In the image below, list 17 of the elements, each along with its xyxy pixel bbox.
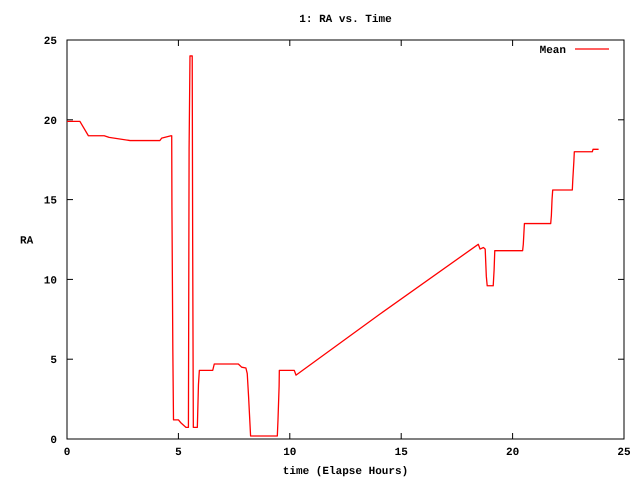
legend-label: Mean — [540, 45, 566, 57]
y-tick-label: 25 — [44, 36, 58, 48]
x-tick-label: 20 — [506, 447, 520, 459]
y-tick-label: 15 — [44, 196, 58, 208]
chart-title: 1: RA vs. Time — [299, 14, 392, 26]
y-tick-label: 10 — [44, 275, 57, 288]
x-axis-title: time (Elapse Hours) — [282, 466, 408, 478]
y-tick-label: 0 — [50, 435, 57, 447]
x-tick-label: 25 — [617, 447, 631, 459]
x-tick-label: 10 — [283, 447, 296, 459]
line-series — [66, 55, 600, 437]
x-tick-label: 15 — [394, 447, 408, 459]
y-axis-title: RA — [20, 236, 34, 248]
y-tick-label: 5 — [50, 355, 58, 368]
y-tick-label: 20 — [44, 116, 57, 128]
x-tick-label: 0 — [64, 447, 70, 459]
x-tick-label: 5 — [175, 447, 182, 459]
